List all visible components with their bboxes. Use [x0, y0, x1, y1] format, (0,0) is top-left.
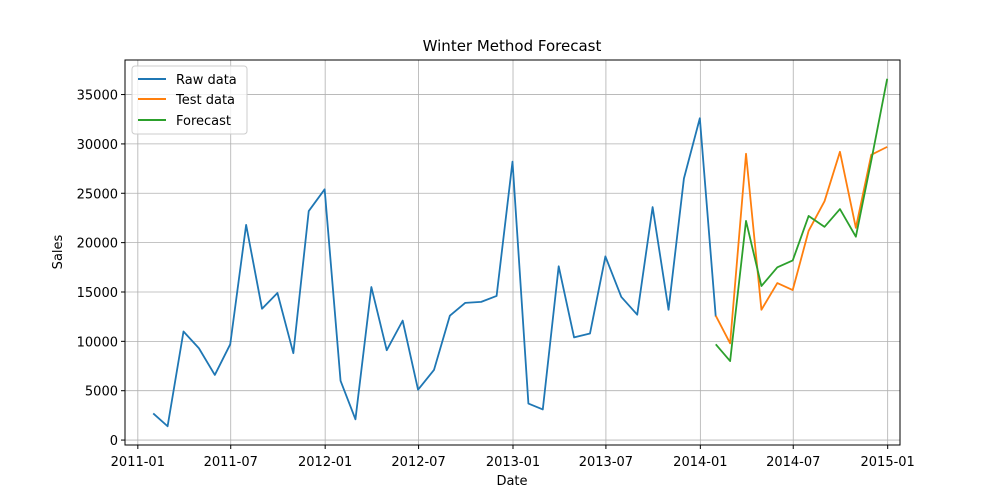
- series-line-forecast: [715, 78, 889, 362]
- x-tick-label: 2011-01: [111, 455, 165, 470]
- x-tick-label: 2013-07: [579, 455, 633, 470]
- y-tick-label: 15000: [77, 286, 118, 301]
- plot-frame: [124, 59, 901, 446]
- legend: Raw data Test data Forecast: [131, 65, 248, 135]
- x-axis-label: Date: [496, 474, 527, 489]
- x-tick-label: 2014-01: [673, 455, 727, 470]
- y-tick-label: 30000: [77, 138, 118, 153]
- x-tick-label: 2011-07: [204, 455, 258, 470]
- chart-title: Winter Method Forecast: [423, 37, 602, 55]
- series-lines: [152, 78, 889, 428]
- y-tick-label: 20000: [77, 237, 118, 252]
- legend-label-forecast: Forecast: [176, 114, 231, 129]
- legend-box: [131, 65, 248, 135]
- x-tick-label: 2013-01: [486, 455, 540, 470]
- legend-label-test-data: Test data: [175, 93, 235, 108]
- x-tick-label: 2014-07: [766, 455, 820, 470]
- y-tick-label: 5000: [85, 385, 118, 400]
- grid: [125, 60, 900, 445]
- x-tick-label: 2012-07: [391, 455, 445, 470]
- y-tick-label: 10000: [77, 335, 118, 350]
- series-line-raw-data: [152, 117, 717, 428]
- y-tick-label: 25000: [77, 187, 118, 202]
- x-tick-label: 2015-01: [861, 455, 915, 470]
- y-tick-label: 0: [110, 434, 118, 449]
- series-line-test-data: [714, 146, 888, 345]
- y-axis-label: Sales: [51, 234, 66, 269]
- y-tick-label: 35000: [77, 89, 118, 104]
- axis-ticks: 2011-01 2011-07 2012-01 2012-07 2013-01 2013-…: [77, 89, 915, 470]
- x-tick-label: 2012-01: [298, 455, 352, 470]
- legend-label-raw-data: Raw data: [176, 73, 237, 88]
